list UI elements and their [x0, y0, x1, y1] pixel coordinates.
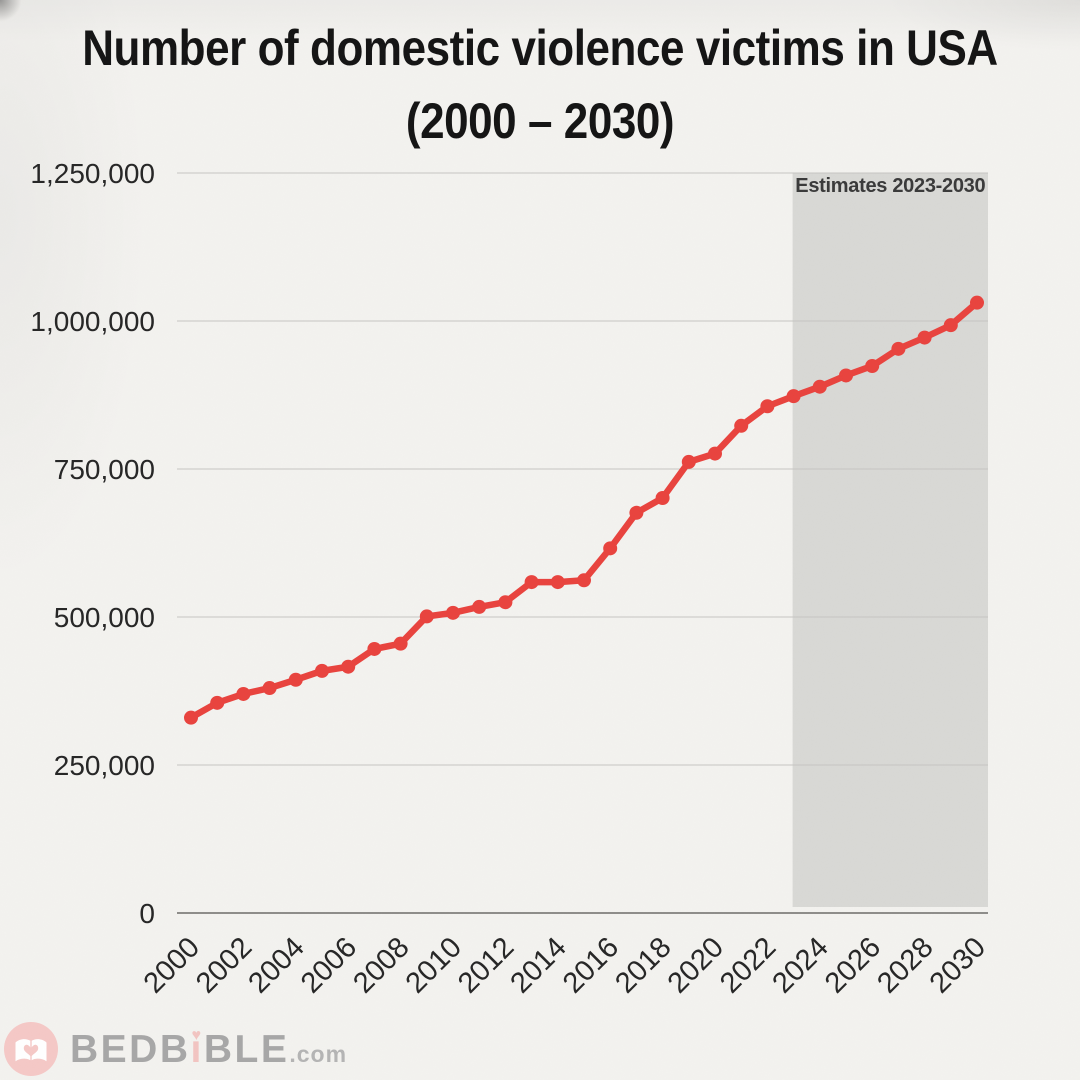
- book-heart-icon: [4, 1022, 58, 1076]
- data-point-2001: [210, 695, 225, 710]
- x-axis-tick-label: 2006: [295, 931, 363, 999]
- x-axis-tick-label: 2028: [871, 931, 939, 999]
- y-axis-tick-label: 500,000: [54, 602, 155, 633]
- data-point-2000: [184, 710, 198, 725]
- data-point-2007: [367, 641, 382, 656]
- x-axis-tick-label: 2026: [819, 931, 887, 999]
- x-axis-tick-label: 2004: [243, 931, 311, 999]
- data-point-2016: [603, 541, 618, 556]
- data-point-2010: [446, 605, 460, 620]
- data-point-2025: [839, 368, 853, 383]
- chart-title-line2: (2000 – 2030): [405, 93, 675, 149]
- data-point-2020: [708, 446, 722, 461]
- data-point-2017: [629, 505, 644, 520]
- data-point-2006: [341, 659, 356, 674]
- data-point-2022: [760, 399, 775, 414]
- data-point-2011: [472, 599, 487, 614]
- data-point-2009: [419, 609, 434, 624]
- data-point-2014: [550, 575, 565, 590]
- data-point-2003: [262, 681, 277, 696]
- x-axis-tick-label: 2012: [452, 931, 520, 999]
- data-point-2026: [865, 358, 880, 373]
- brand-footer: BEDB ı ♥ BLE .com: [3, 1020, 347, 1078]
- y-axis-tick-label: 250,000: [54, 750, 155, 781]
- x-axis-tick-label: 2010: [400, 931, 468, 999]
- x-axis-tick-label: 2030: [924, 931, 992, 999]
- data-point-2019: [681, 454, 696, 469]
- brand-wordmark: BEDB ı ♥ BLE .com: [70, 1026, 348, 1071]
- x-axis-tick-label: 2002: [190, 931, 258, 999]
- data-point-2005: [315, 663, 329, 678]
- brand-suffix: BLE: [203, 1027, 290, 1071]
- x-axis-tick-label: 2018: [609, 931, 677, 999]
- x-axis-tick-label: 2020: [662, 931, 730, 999]
- x-axis-tick-label: 2000: [138, 931, 206, 999]
- data-point-2023: [786, 389, 801, 404]
- data-point-2002: [236, 686, 251, 701]
- data-point-2024: [812, 379, 827, 394]
- data-point-2029: [943, 318, 958, 333]
- brand-prefix: BEDB: [70, 1027, 191, 1071]
- x-axis-tick-label: 2016: [557, 931, 625, 999]
- x-axis-tick-label: 2024: [767, 931, 835, 999]
- x-axis-tick-label: 2008: [347, 931, 415, 999]
- y-axis-tick-label: 1,000,000: [30, 306, 155, 337]
- data-point-2004: [288, 672, 303, 687]
- chart-title-line1: Number of domestic violence victims in U…: [82, 20, 998, 76]
- estimates-band-label: Estimates 2023-2030: [795, 175, 985, 197]
- data-point-2021: [734, 418, 749, 433]
- brand-letter-i: ı ♥: [191, 1026, 204, 1069]
- data-point-2008: [393, 636, 408, 651]
- data-point-2027: [891, 341, 906, 356]
- data-point-2015: [577, 573, 591, 588]
- x-axis-tick-label: 2014: [505, 931, 573, 999]
- heart-icon: ♥: [191, 1026, 202, 1044]
- data-point-2012: [498, 595, 513, 610]
- y-axis-tick-label: 0: [139, 898, 155, 929]
- y-axis-tick-label: 1,250,000: [30, 158, 155, 189]
- data-point-2030: [970, 295, 984, 310]
- data-point-2013: [524, 575, 539, 590]
- chart-title: Number of domestic violence victims in U…: [65, 12, 1015, 158]
- data-point-2028: [917, 330, 932, 345]
- x-axis-tick-label: 2022: [714, 931, 782, 999]
- data-point-2018: [655, 491, 670, 506]
- y-axis-tick-label: 750,000: [54, 454, 155, 485]
- estimates-band: [792, 173, 988, 907]
- brand-tld: .com: [289, 1040, 348, 1067]
